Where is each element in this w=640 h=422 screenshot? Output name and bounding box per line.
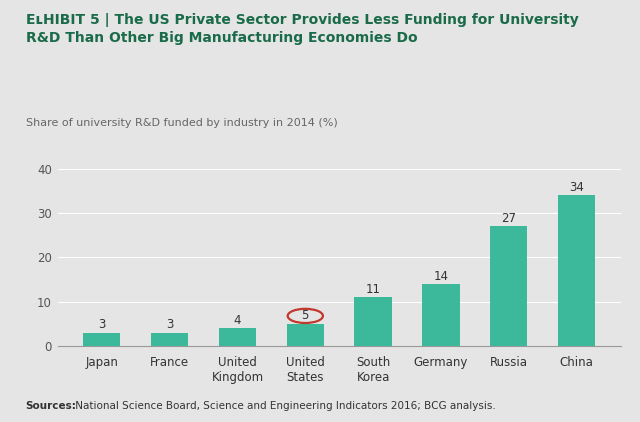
Text: 5: 5: [301, 308, 309, 322]
Text: 27: 27: [501, 212, 516, 225]
Bar: [151, 333, 188, 346]
Bar: [219, 328, 256, 346]
Text: National Science Board, Science and Engineering Indicators 2016; BCG analysis.: National Science Board, Science and Engi…: [72, 401, 496, 411]
Bar: [83, 333, 120, 346]
Bar: [287, 324, 324, 346]
Bar: [490, 226, 527, 346]
Text: Share of university R&D funded by industry in 2014 (%): Share of university R&D funded by indust…: [26, 118, 337, 128]
Bar: [355, 297, 392, 346]
Text: 3: 3: [166, 319, 173, 331]
Text: Sources:: Sources:: [26, 401, 76, 411]
Text: 11: 11: [365, 283, 381, 296]
Text: EʟHIBIT 5 | The US Private Sector Provides Less Funding for University
R&D Than : EʟHIBIT 5 | The US Private Sector Provid…: [26, 13, 579, 44]
Text: 4: 4: [234, 314, 241, 327]
Bar: [422, 284, 460, 346]
Text: 14: 14: [433, 270, 449, 283]
Bar: [558, 195, 595, 346]
Text: 3: 3: [98, 319, 106, 331]
Text: 34: 34: [569, 181, 584, 194]
